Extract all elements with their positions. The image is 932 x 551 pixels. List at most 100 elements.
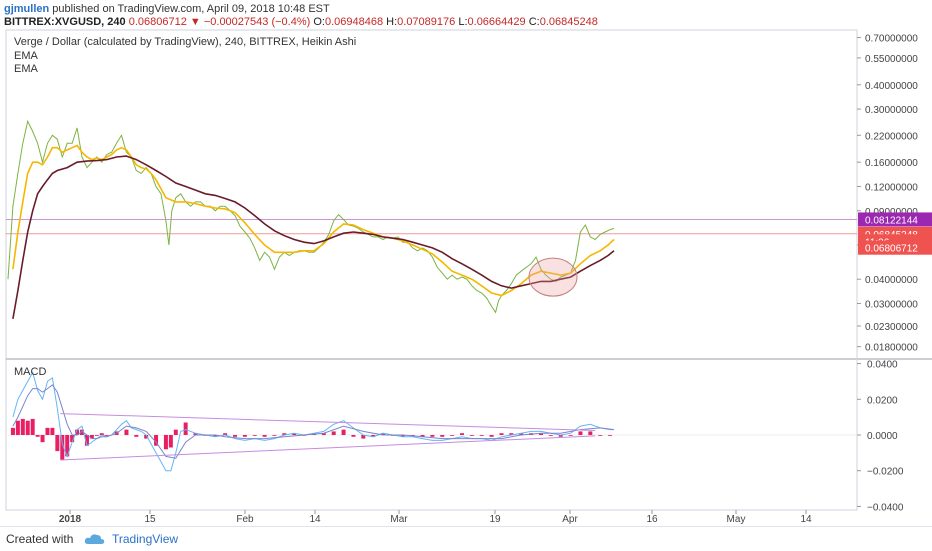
cloud-logo-icon xyxy=(84,534,105,544)
macd-pane[interactable]: 0.0400 0.0200 0.0000 −0.0200 −0.0400 xyxy=(6,360,904,514)
chart-title: Verge / Dollar (calculated by TradingVie… xyxy=(14,36,356,48)
macd-histogram-bar xyxy=(15,420,20,435)
macd-histogram-bar xyxy=(104,435,109,436)
price-tick-label: 0.12000000 xyxy=(865,182,918,193)
macd-histogram-bar xyxy=(400,435,405,437)
series-line-price xyxy=(7,119,615,314)
ema-legend-1: EMA xyxy=(14,50,39,62)
open-label: O: xyxy=(313,16,325,28)
series-line-ema_fast xyxy=(12,144,615,297)
macd-histogram-bar xyxy=(321,433,326,435)
macd-tick-label: 0.0200 xyxy=(867,395,898,406)
macd-histogram-bar xyxy=(588,431,593,435)
publisher-line: gjmullen published on TradingView.com, A… xyxy=(4,3,330,15)
time-tick-label: 14 xyxy=(309,514,321,525)
macd-histogram-bar xyxy=(499,433,504,435)
chart-canvas[interactable]: 0.70000000 0.55000000 0.40000000 0.30000000… xyxy=(0,28,932,526)
chart-frame xyxy=(5,29,858,511)
high-value: 0.07089176 xyxy=(397,16,456,28)
macd-histogram-bar xyxy=(430,435,435,437)
author-link[interactable]: gjmullen xyxy=(4,3,50,15)
macd-histogram-bar xyxy=(479,435,484,436)
price-tick-label: 0.09000000 xyxy=(865,207,918,218)
created-with-text: Created with xyxy=(6,532,74,546)
macd-histogram-bar xyxy=(548,435,553,436)
macd-histogram-bar xyxy=(144,435,149,439)
price-label-text: 0.06806712 xyxy=(865,244,918,255)
macd-histogram-bar xyxy=(45,427,50,435)
last-price: 0.06806712 xyxy=(128,16,187,28)
macd-tick-label: −0.0400 xyxy=(867,502,904,513)
price-tick-label: 0.04000000 xyxy=(865,275,918,286)
time-tick-label: 19 xyxy=(489,514,501,525)
macd-histogram-bar xyxy=(183,422,188,435)
macd-histogram-bar xyxy=(25,420,30,435)
macd-histogram-bar xyxy=(99,433,104,435)
time-tick-label: Feb xyxy=(236,514,254,525)
macd-histogram-bar xyxy=(440,435,445,437)
macd-line-signal xyxy=(12,384,615,459)
macd-tick-label: 0.0400 xyxy=(867,360,898,371)
price-tick-label: 0.02300000 xyxy=(865,322,918,333)
macd-histogram-bar xyxy=(80,429,85,435)
time-axis[interactable]: 2018 15 Feb 14 Mar 19 Apr 16 May 14 xyxy=(59,510,812,525)
macd-histogram-bar xyxy=(519,433,524,435)
macd-histogram-bar xyxy=(460,433,465,435)
macd-histogram-bar xyxy=(50,427,55,435)
macd-trendline xyxy=(60,413,596,432)
macd-histogram-bar xyxy=(538,433,543,435)
macd-histogram-bar xyxy=(568,435,573,436)
high-label: H: xyxy=(386,16,398,28)
macd-histogram-bar xyxy=(331,431,336,435)
low-value: 0.06664429 xyxy=(467,16,526,28)
macd-histogram-bar xyxy=(35,435,40,437)
macd-histogram-bar xyxy=(558,435,563,437)
macd-histogram-bar xyxy=(371,435,376,437)
macd-histogram-bar xyxy=(65,435,70,457)
macd-histogram-bar xyxy=(252,435,257,436)
macd-histogram-bar xyxy=(598,435,603,436)
macd-histogram-bar xyxy=(124,429,129,435)
time-tick-label: 14 xyxy=(800,514,812,525)
highlight-ellipse xyxy=(528,257,578,297)
macd-histogram-bar xyxy=(55,435,60,452)
macd-histogram-bar xyxy=(233,435,238,437)
macd-histogram-bar xyxy=(578,431,583,435)
symbol-line: BITTREX:XVGUSD, 240 0.06806712 ▼ −0.0002… xyxy=(4,16,598,28)
price-tick-label: 0.55000000 xyxy=(865,54,918,65)
price-tick-label: 0.03000000 xyxy=(865,300,918,311)
price-pane[interactable]: 0.70000000 0.55000000 0.40000000 0.30000000… xyxy=(6,30,932,510)
macd-histogram-bar xyxy=(168,435,173,448)
macd-histogram-bar xyxy=(134,435,139,437)
macd-histogram-bar xyxy=(381,433,386,435)
macd-histogram-bar xyxy=(94,435,99,436)
footer-bar: Created with TradingView xyxy=(0,526,932,551)
time-tick-label: 2018 xyxy=(59,514,82,525)
macd-histogram-bar xyxy=(154,435,159,446)
down-arrow-icon: ▼ xyxy=(189,16,201,28)
macd-tick-label: 0.0000 xyxy=(867,431,898,442)
macd-histogram-bar xyxy=(193,433,198,435)
time-tick-label: 16 xyxy=(646,514,658,525)
series-line-ema_slow xyxy=(12,155,615,320)
macd-histogram-bar xyxy=(242,435,247,437)
published-text: published on TradingView.com, April 09, … xyxy=(52,3,330,15)
price-label-box xyxy=(858,240,932,255)
tradingview-logo-text[interactable]: TradingView xyxy=(112,532,179,546)
macd-histogram-bar xyxy=(213,435,218,437)
macd-histogram-bar xyxy=(282,433,287,435)
macd-histogram-bar xyxy=(262,435,267,437)
macd-tick-label: −0.0200 xyxy=(867,467,904,478)
price-tick-label: 0.01800000 xyxy=(865,343,918,354)
open-value: 0.06948468 xyxy=(324,16,384,28)
time-tick-label: 15 xyxy=(144,514,156,525)
price-change: −0.00027543 (−0.4%) xyxy=(203,16,311,28)
macd-histogram-bar xyxy=(361,435,366,439)
macd-histogram-bar xyxy=(163,435,168,450)
macd-histogram-bar xyxy=(469,435,474,436)
macd-histogram-bar xyxy=(40,435,45,443)
ema-legend-2: EMA xyxy=(14,63,39,75)
macd-histogram-bar xyxy=(489,435,494,437)
macd-histogram-bar xyxy=(509,433,514,435)
macd-histogram-bar xyxy=(450,435,455,436)
